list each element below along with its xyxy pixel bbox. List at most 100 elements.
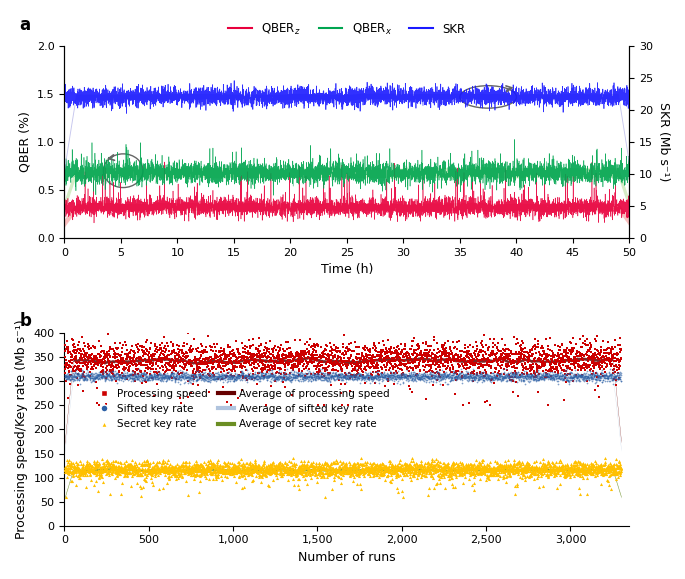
Point xyxy=(145,351,156,361)
Point xyxy=(482,463,493,472)
Point xyxy=(593,465,603,474)
Point xyxy=(255,356,266,365)
Point xyxy=(580,372,591,381)
Point xyxy=(110,349,121,358)
Point xyxy=(253,373,264,382)
Point xyxy=(61,372,72,381)
Point xyxy=(547,458,558,467)
Point xyxy=(253,368,264,377)
Point xyxy=(282,470,292,479)
Point xyxy=(465,469,476,478)
Point xyxy=(412,466,423,475)
Point xyxy=(141,368,152,378)
Point xyxy=(136,389,147,398)
Point xyxy=(525,466,536,475)
Point xyxy=(145,465,155,474)
Point xyxy=(234,358,245,368)
Point xyxy=(105,367,116,376)
Point xyxy=(525,373,536,382)
Point xyxy=(203,369,214,378)
Point xyxy=(118,376,129,386)
Point xyxy=(98,372,109,381)
Point xyxy=(186,373,197,383)
Point xyxy=(403,375,414,384)
Point xyxy=(473,461,484,471)
Point xyxy=(348,466,359,475)
Point xyxy=(82,376,93,385)
Point xyxy=(200,343,211,352)
Point xyxy=(192,354,203,363)
Point xyxy=(257,358,268,368)
Point xyxy=(319,365,330,375)
Point xyxy=(88,463,99,472)
Point xyxy=(229,468,240,477)
Point xyxy=(483,466,494,475)
Point xyxy=(529,462,540,471)
Point xyxy=(262,353,273,362)
Point xyxy=(534,371,545,380)
Point xyxy=(188,379,199,389)
Point xyxy=(165,356,176,365)
Point xyxy=(366,357,377,366)
Point xyxy=(169,373,179,382)
Point xyxy=(444,376,455,385)
Point xyxy=(611,470,622,479)
Point xyxy=(519,373,530,382)
Point xyxy=(266,375,277,384)
Point xyxy=(208,466,219,475)
Point xyxy=(193,355,204,364)
Point xyxy=(384,371,395,380)
Point xyxy=(134,466,145,475)
Point xyxy=(495,466,506,475)
Point xyxy=(105,372,116,381)
Point xyxy=(419,351,430,360)
Point xyxy=(379,372,390,382)
Point xyxy=(331,365,342,375)
Point xyxy=(264,462,275,471)
Point xyxy=(255,374,266,383)
Point xyxy=(71,467,82,477)
Point xyxy=(101,369,112,378)
Point xyxy=(437,465,448,474)
Point xyxy=(105,464,116,474)
Point xyxy=(234,467,245,477)
Point xyxy=(401,461,412,471)
Point xyxy=(592,359,603,368)
Point xyxy=(570,461,581,470)
Point xyxy=(380,371,391,380)
Point xyxy=(189,370,200,379)
Point xyxy=(601,371,612,380)
Point xyxy=(62,467,73,477)
Point xyxy=(234,373,245,383)
Point xyxy=(366,375,377,384)
Point xyxy=(556,462,566,471)
Point xyxy=(614,356,625,365)
Point xyxy=(163,359,174,368)
Point xyxy=(184,377,195,386)
Point xyxy=(462,350,473,359)
Point xyxy=(505,371,516,380)
Point xyxy=(560,348,571,357)
Point xyxy=(223,350,234,360)
Point xyxy=(517,365,528,375)
Point xyxy=(479,467,490,477)
Point xyxy=(168,469,179,478)
Point xyxy=(312,401,323,410)
Point xyxy=(432,357,443,366)
Point xyxy=(387,372,398,381)
Point xyxy=(71,357,82,367)
Point xyxy=(363,373,374,382)
Point xyxy=(432,372,443,382)
Point xyxy=(463,464,474,473)
Point xyxy=(375,461,386,470)
Point xyxy=(103,360,114,369)
Point xyxy=(284,373,295,383)
Point xyxy=(425,370,436,379)
Point xyxy=(131,369,142,379)
Point xyxy=(133,463,144,472)
Point xyxy=(156,372,167,381)
Point xyxy=(171,357,182,366)
Point xyxy=(197,373,208,382)
Point xyxy=(150,460,161,470)
Point xyxy=(462,373,473,382)
